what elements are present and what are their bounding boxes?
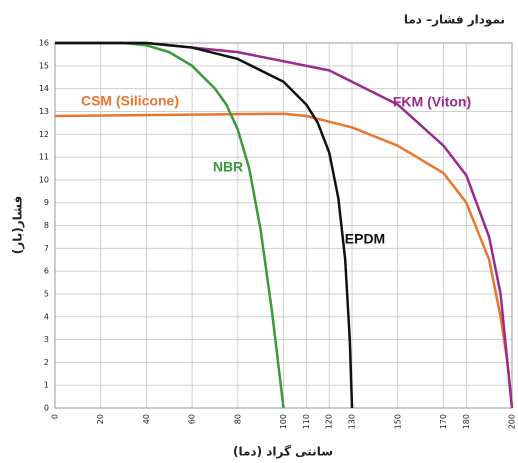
x-tick-label: 100 bbox=[279, 414, 288, 429]
y-tick-label: 3 bbox=[44, 335, 49, 344]
y-tick-label: 10 bbox=[39, 175, 49, 184]
y-axis-label: فشار(بار) bbox=[11, 196, 25, 254]
y-tick-label: 7 bbox=[44, 244, 49, 253]
y-tick-label: 9 bbox=[44, 198, 49, 207]
y-tick-label: 0 bbox=[44, 404, 49, 413]
series-label: NBR bbox=[213, 159, 243, 175]
x-tick-label: 80 bbox=[233, 414, 242, 424]
x-tick-label: 40 bbox=[142, 414, 151, 424]
y-tick-label: 8 bbox=[44, 221, 49, 230]
y-tick-label: 1 bbox=[44, 381, 49, 390]
series-label: CSM (Silicone) bbox=[81, 93, 179, 109]
chart-title: نمودار فشار– دما bbox=[404, 13, 505, 28]
y-tick-label: 2 bbox=[44, 358, 49, 367]
x-tick-label: 20 bbox=[96, 414, 105, 424]
series-line bbox=[55, 41, 354, 409]
series-label: FKM (Viton) bbox=[393, 94, 471, 110]
x-axis-label: (دما) سانتی گراد bbox=[233, 445, 333, 459]
x-tick-label: 110 bbox=[302, 414, 311, 429]
y-tick-label: 6 bbox=[44, 267, 49, 276]
x-tick-label: 180 bbox=[462, 414, 471, 429]
series-line bbox=[55, 41, 285, 409]
x-tick-label: 170 bbox=[439, 414, 448, 429]
x-tick-label: 0 bbox=[51, 414, 60, 419]
y-tick-label: 5 bbox=[44, 289, 49, 298]
x-tick-label: 60 bbox=[188, 414, 197, 424]
x-tick-label: 200 bbox=[508, 414, 517, 429]
series-line bbox=[54, 112, 514, 409]
y-tick-label: 13 bbox=[39, 107, 49, 116]
series-label: EPDM bbox=[345, 231, 385, 247]
y-tick-label: 12 bbox=[39, 130, 49, 139]
x-tick-label: 120 bbox=[325, 414, 334, 429]
y-tick-label: 16 bbox=[39, 39, 49, 48]
y-tick-label: 11 bbox=[39, 153, 49, 162]
y-tick-label: 15 bbox=[39, 61, 49, 70]
x-tick-label: 150 bbox=[393, 414, 402, 429]
x-tick-label: 130 bbox=[348, 414, 357, 429]
y-tick-label: 4 bbox=[44, 312, 49, 321]
series-line bbox=[55, 41, 514, 409]
y-tick-label: 14 bbox=[39, 84, 49, 93]
